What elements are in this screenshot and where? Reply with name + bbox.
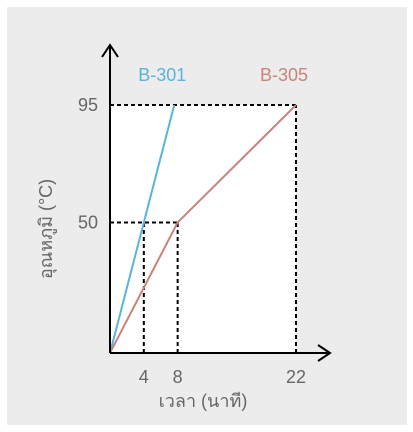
series-label-b-305: B-305: [260, 65, 308, 85]
plot-area: [110, 105, 296, 353]
y-axis-label: อุณหภูมิ (°C): [36, 179, 57, 279]
tick-labels: 4 8 22 50 95: [78, 95, 306, 387]
guide-lines: [110, 104, 297, 353]
y-tick-label: 50: [78, 212, 98, 232]
y-tick-label: 95: [78, 95, 98, 115]
x-axis-label: เวลา (นาที): [159, 391, 248, 411]
x-tick-label: 8: [173, 367, 183, 387]
x-tick-label: 4: [139, 367, 149, 387]
series-label-b-301: B-301: [138, 65, 186, 85]
x-tick-label: 22: [286, 367, 306, 387]
x-axis-arrow-icon: [317, 344, 332, 362]
axes: [101, 43, 332, 362]
y-axis-arrow-icon: [101, 43, 119, 58]
series-lines: B-301 B-305: [109, 65, 308, 354]
series-line-b-301: [109, 104, 176, 354]
series-line-b-305: [109, 104, 297, 354]
